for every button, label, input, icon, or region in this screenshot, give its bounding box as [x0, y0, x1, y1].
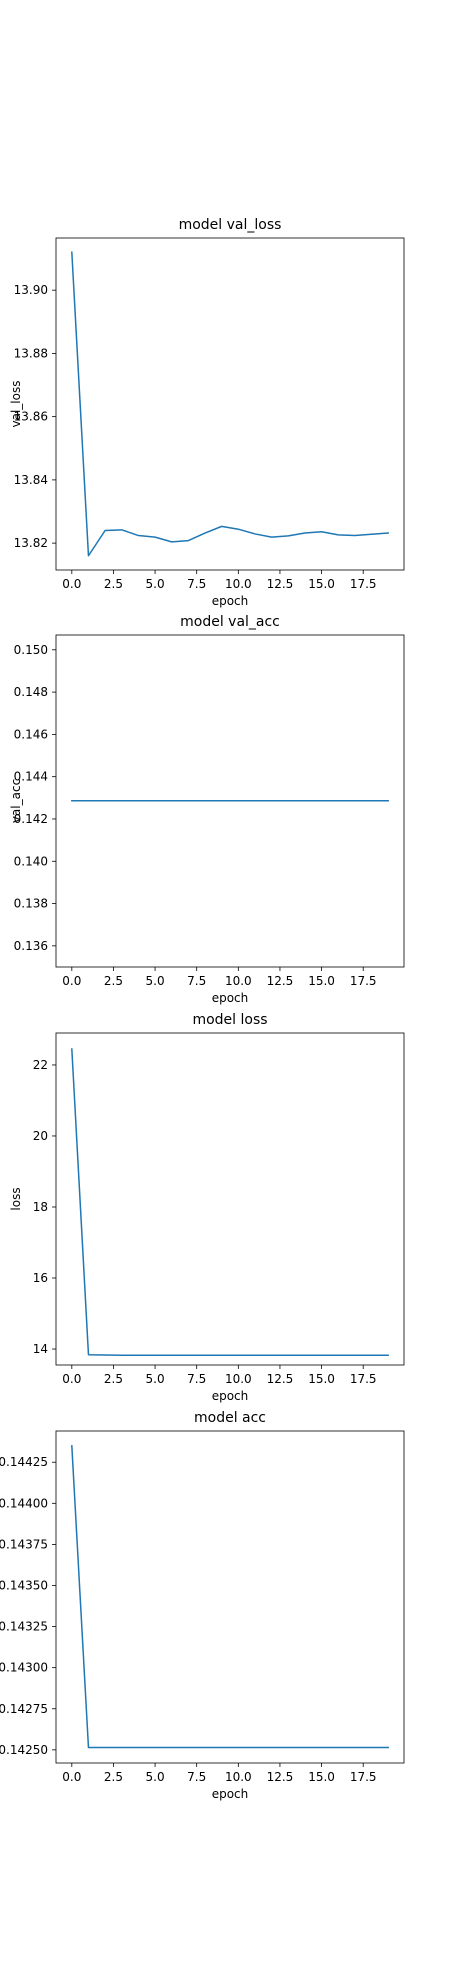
x-axis-label: epoch — [212, 991, 249, 1005]
y-tick-label: 18 — [33, 1200, 48, 1214]
y-tick-label: 13.84 — [14, 473, 48, 487]
x-tick-label: 15.0 — [308, 1372, 335, 1386]
y-tick-label: 0.144 — [14, 770, 48, 784]
x-tick-label: 17.5 — [350, 577, 377, 591]
x-tick-label: 7.5 — [187, 577, 206, 591]
x-tick-label: 12.5 — [267, 1372, 294, 1386]
y-tick-label: 0.142 — [14, 812, 48, 826]
x-tick-label: 2.5 — [104, 577, 123, 591]
y-tick-label: 14 — [33, 1342, 48, 1356]
y-tick-label: 13.86 — [14, 410, 48, 424]
y-tick-label: 20 — [33, 1129, 48, 1143]
subplot-loss: model loss epoch loss 0.0 2.5 5.0 7.5 10.0 12… — [9, 1012, 405, 1403]
x-tick-label: 2.5 — [104, 974, 123, 988]
subplot-title: model loss — [192, 1012, 267, 1028]
y-tick-label: 0.14275 — [0, 1702, 48, 1716]
x-tick-label: 10.0 — [225, 577, 252, 591]
x-tick-label: 15.0 — [308, 577, 335, 591]
y-tick-label: 16 — [33, 1271, 48, 1285]
x-tick-label: 10.0 — [225, 1770, 252, 1784]
y-tick-label: 0.138 — [14, 897, 48, 911]
x-tick-label: 17.5 — [350, 1770, 377, 1784]
y-tick-label: 0.150 — [14, 643, 48, 657]
y-tick-label: 0.146 — [14, 727, 48, 741]
y-tick-label: 13.88 — [14, 346, 48, 360]
y-tick-label: 0.14400 — [0, 1496, 48, 1510]
y-tick-label: 0.14250 — [0, 1743, 48, 1757]
x-tick-label: 0.0 — [62, 1372, 81, 1386]
x-tick-label: 17.5 — [350, 1372, 377, 1386]
y-axis-label: loss — [9, 1187, 23, 1210]
x-tick-label: 0.0 — [62, 974, 81, 988]
x-tick-label: 12.5 — [267, 1770, 294, 1784]
x-axis-label: epoch — [212, 1787, 249, 1801]
axes-frame — [55, 1430, 405, 1764]
y-tick-label: 0.14300 — [0, 1661, 48, 1675]
y-tick-label: 13.90 — [14, 283, 48, 297]
y-tick-label: 0.14425 — [0, 1455, 48, 1469]
y-tick-label: 0.14325 — [0, 1620, 48, 1634]
y-tick-label: 0.140 — [14, 854, 48, 868]
y-tick-label: 22 — [33, 1058, 48, 1072]
axes-frame — [55, 634, 405, 968]
x-tick-label: 0.0 — [62, 1770, 81, 1784]
y-tick-label: 0.136 — [14, 939, 48, 953]
subplot-title: model val_acc — [180, 614, 280, 630]
x-tick-label: 17.5 — [350, 974, 377, 988]
series-line — [71, 1048, 389, 1356]
x-tick-label: 12.5 — [267, 974, 294, 988]
subplot-acc: model acc epoch 0.0 2.5 5.0 7.5 10.0 12.5 15.0… — [0, 1410, 405, 1801]
x-axis-label: epoch — [212, 1389, 249, 1403]
x-tick-label: 15.0 — [308, 974, 335, 988]
series-line — [71, 1444, 389, 1749]
x-tick-label: 10.0 — [225, 1372, 252, 1386]
x-tick-label: 2.5 — [104, 1372, 123, 1386]
x-tick-label: 5.0 — [146, 1770, 165, 1784]
x-tick-label: 7.5 — [187, 1372, 206, 1386]
x-tick-label: 2.5 — [104, 1770, 123, 1784]
x-tick-label: 5.0 — [146, 1372, 165, 1386]
x-tick-label: 10.0 — [225, 974, 252, 988]
y-tick-label: 0.148 — [14, 685, 48, 699]
y-axis-label: val_loss — [9, 381, 23, 428]
series-line — [71, 251, 389, 557]
x-tick-label: 7.5 — [187, 1770, 206, 1784]
y-tick-label: 0.14350 — [0, 1578, 48, 1592]
subplot-title: model acc — [194, 1410, 266, 1426]
subplot-val-acc: model val_acc epoch val_acc 0.0 2.5 5.0 7.5… — [9, 614, 405, 1005]
x-tick-label: 12.5 — [267, 577, 294, 591]
x-tick-label: 0.0 — [62, 577, 81, 591]
x-tick-label: 5.0 — [146, 974, 165, 988]
axes-frame — [55, 1032, 405, 1366]
x-tick-label: 7.5 — [187, 974, 206, 988]
y-tick-label: 0.14375 — [0, 1537, 48, 1551]
y-tick-label: 13.82 — [14, 536, 48, 550]
y-axis-label: val_acc — [9, 779, 23, 823]
x-tick-label: 5.0 — [146, 577, 165, 591]
x-tick-label: 15.0 — [308, 1770, 335, 1784]
subplot-val-loss: model val_loss epoch val_loss 0.0 2.5 5.0 7… — [9, 217, 405, 608]
x-axis-label: epoch — [212, 594, 249, 608]
subplot-title: model val_loss — [179, 217, 282, 233]
axes-frame — [55, 237, 405, 571]
